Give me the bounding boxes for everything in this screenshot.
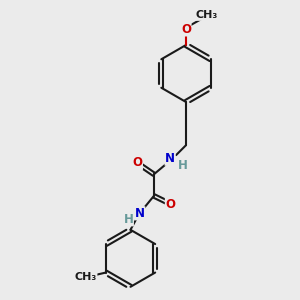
Text: O: O xyxy=(165,198,176,212)
Text: O: O xyxy=(181,23,191,36)
Text: N: N xyxy=(165,152,175,165)
Text: O: O xyxy=(132,156,142,170)
Text: N: N xyxy=(135,207,145,220)
Text: H: H xyxy=(124,213,133,226)
Text: CH₃: CH₃ xyxy=(75,272,97,282)
Text: H: H xyxy=(178,159,188,172)
Text: CH₃: CH₃ xyxy=(196,10,218,20)
